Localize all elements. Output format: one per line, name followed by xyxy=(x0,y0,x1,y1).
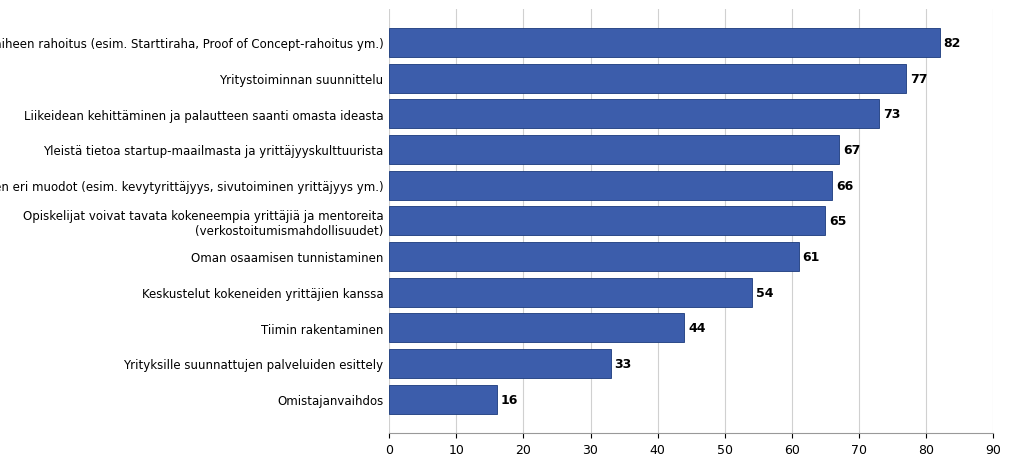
Bar xyxy=(389,242,799,271)
Bar xyxy=(389,385,497,414)
Text: 61: 61 xyxy=(803,250,820,263)
Text: 82: 82 xyxy=(943,37,961,50)
Text: 33: 33 xyxy=(614,357,632,370)
Text: 16: 16 xyxy=(501,393,518,406)
Text: 66: 66 xyxy=(837,179,853,192)
Text: 54: 54 xyxy=(756,286,773,299)
Bar xyxy=(389,29,940,58)
Text: 67: 67 xyxy=(843,144,860,157)
Bar xyxy=(389,64,906,94)
Text: 73: 73 xyxy=(883,108,900,121)
Bar xyxy=(389,136,839,165)
Bar xyxy=(389,278,752,307)
Bar xyxy=(389,349,610,378)
Text: 44: 44 xyxy=(688,322,706,335)
Bar xyxy=(389,100,880,129)
Bar xyxy=(389,314,684,343)
Bar xyxy=(389,207,825,236)
Bar xyxy=(389,171,833,200)
Text: 77: 77 xyxy=(910,72,928,86)
Text: 65: 65 xyxy=(829,215,847,228)
